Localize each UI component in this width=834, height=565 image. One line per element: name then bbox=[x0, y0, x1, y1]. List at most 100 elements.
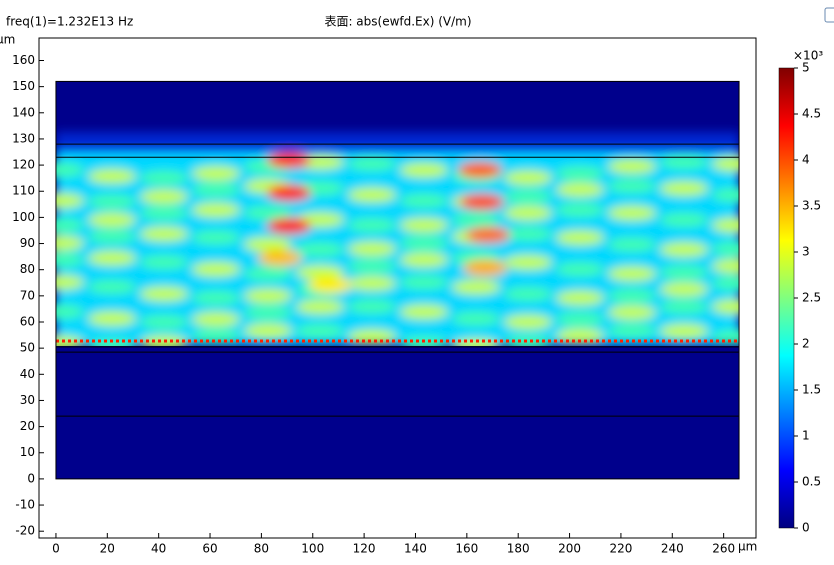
field-lobe bbox=[348, 259, 396, 274]
field-hotspot bbox=[267, 218, 311, 234]
toolbar-icon[interactable] bbox=[824, 7, 834, 23]
field-lobe bbox=[348, 276, 396, 291]
field-lobe bbox=[348, 218, 396, 233]
x-tick-label: 120 bbox=[353, 542, 376, 556]
field-hotspot bbox=[267, 152, 311, 168]
colorbar-tick-label: 2.5 bbox=[802, 291, 821, 305]
field-lobe bbox=[556, 230, 604, 245]
x-tick-label: 0 bbox=[52, 542, 60, 556]
colorbar-tick-label: 2 bbox=[802, 337, 810, 351]
field-lobe bbox=[296, 265, 344, 280]
field-lobe bbox=[504, 189, 552, 204]
field-hotspot bbox=[460, 194, 504, 210]
field-lobe bbox=[504, 287, 552, 302]
field-lobe bbox=[140, 314, 188, 329]
field-lobe bbox=[712, 241, 739, 256]
field-lobe bbox=[660, 181, 708, 196]
field-lobe bbox=[140, 189, 188, 204]
colorbar-tick-label: 5 bbox=[802, 61, 810, 75]
field-lobe bbox=[556, 312, 604, 327]
x-tick-label: 140 bbox=[404, 542, 427, 556]
field-lobe bbox=[608, 159, 656, 174]
field-hotspot bbox=[258, 250, 302, 266]
field-lobe bbox=[56, 218, 84, 233]
y-tick-label: 110 bbox=[12, 184, 35, 198]
field-pattern bbox=[56, 132, 739, 346]
field-lobe bbox=[400, 235, 448, 250]
field-lobe bbox=[712, 156, 739, 171]
field-lobe bbox=[244, 288, 292, 303]
field-lobe bbox=[244, 323, 292, 338]
y-tick-label: -10 bbox=[15, 498, 35, 512]
field-lobe bbox=[296, 242, 344, 257]
field-lobe bbox=[556, 166, 604, 181]
y-tick-label: 100 bbox=[12, 210, 35, 224]
field-lobe bbox=[192, 203, 240, 218]
field-lobe bbox=[660, 282, 708, 297]
x-tick-label: 200 bbox=[558, 542, 581, 556]
field-lobe bbox=[452, 280, 500, 295]
field-lobe bbox=[88, 212, 136, 227]
colorbar bbox=[778, 67, 795, 529]
field-lobe bbox=[88, 229, 136, 244]
field-lobe bbox=[140, 227, 188, 242]
y-tick-label: 80 bbox=[20, 262, 35, 276]
x-tick-label: 20 bbox=[100, 542, 115, 556]
colorbar-tick-label: 1 bbox=[802, 429, 810, 443]
x-tick-label: 160 bbox=[455, 542, 478, 556]
y-tick-label: 20 bbox=[20, 419, 35, 433]
y-tick-label: 70 bbox=[20, 288, 35, 302]
x-tick-label: 100 bbox=[301, 542, 324, 556]
field-lobe bbox=[660, 324, 708, 339]
field-lobe bbox=[712, 276, 739, 291]
field-lobe bbox=[504, 227, 552, 242]
y-tick-label: 0 bbox=[27, 471, 35, 485]
field-lobe bbox=[504, 170, 552, 185]
field-lobe bbox=[192, 230, 240, 245]
field-lobe bbox=[348, 299, 396, 314]
field-lobe bbox=[556, 328, 604, 343]
domain-outline bbox=[55, 80, 740, 480]
colorbar-tick-label: 3.5 bbox=[802, 199, 821, 213]
field-lobe bbox=[400, 275, 448, 290]
field-lobe bbox=[348, 329, 396, 344]
field-lobe bbox=[56, 193, 84, 208]
colorbar-label: ×10³ bbox=[793, 49, 823, 63]
field-lobe bbox=[140, 206, 188, 221]
y-tick-label: 50 bbox=[20, 341, 35, 355]
colorbar-tick-label: 3 bbox=[802, 245, 810, 259]
field-lobe bbox=[608, 288, 656, 303]
field-lobe bbox=[400, 163, 448, 178]
field-lobe bbox=[660, 155, 708, 170]
y-tick-label: 150 bbox=[12, 79, 35, 93]
field-lobe bbox=[608, 179, 656, 194]
field-lobe bbox=[192, 166, 240, 181]
y-tick-label: 10 bbox=[20, 445, 35, 459]
field-lobe bbox=[56, 304, 84, 319]
field-lobe bbox=[56, 163, 84, 177]
field-lobe bbox=[56, 275, 84, 290]
field-lobe bbox=[348, 187, 396, 202]
field-lobe bbox=[400, 252, 448, 267]
y-tick-label: 60 bbox=[20, 314, 35, 328]
field-lobe bbox=[400, 218, 448, 233]
field-lobe bbox=[244, 237, 292, 252]
x-tick-label: 220 bbox=[609, 542, 632, 556]
y-tick-label: 160 bbox=[12, 53, 35, 67]
field-lobe bbox=[556, 182, 604, 197]
field-lobe bbox=[192, 312, 240, 327]
subtitle: freq(1)=1.232E13 Hz bbox=[6, 15, 133, 29]
field-lobe bbox=[400, 193, 448, 208]
plot-frame bbox=[38, 37, 757, 539]
field-lobe bbox=[88, 251, 136, 266]
y-tick-label: 90 bbox=[20, 236, 35, 250]
field-lobe bbox=[192, 182, 240, 197]
chart-title: 表面: abs(ewfd.Ex) (V/m) bbox=[324, 15, 471, 29]
field-lobe bbox=[192, 262, 240, 277]
colorbar-tick-label: 4 bbox=[802, 153, 810, 167]
field-lobe bbox=[660, 265, 708, 280]
x-tick-label: 40 bbox=[151, 542, 166, 556]
x-tick-label: 240 bbox=[661, 542, 684, 556]
field-lobe bbox=[712, 259, 739, 274]
